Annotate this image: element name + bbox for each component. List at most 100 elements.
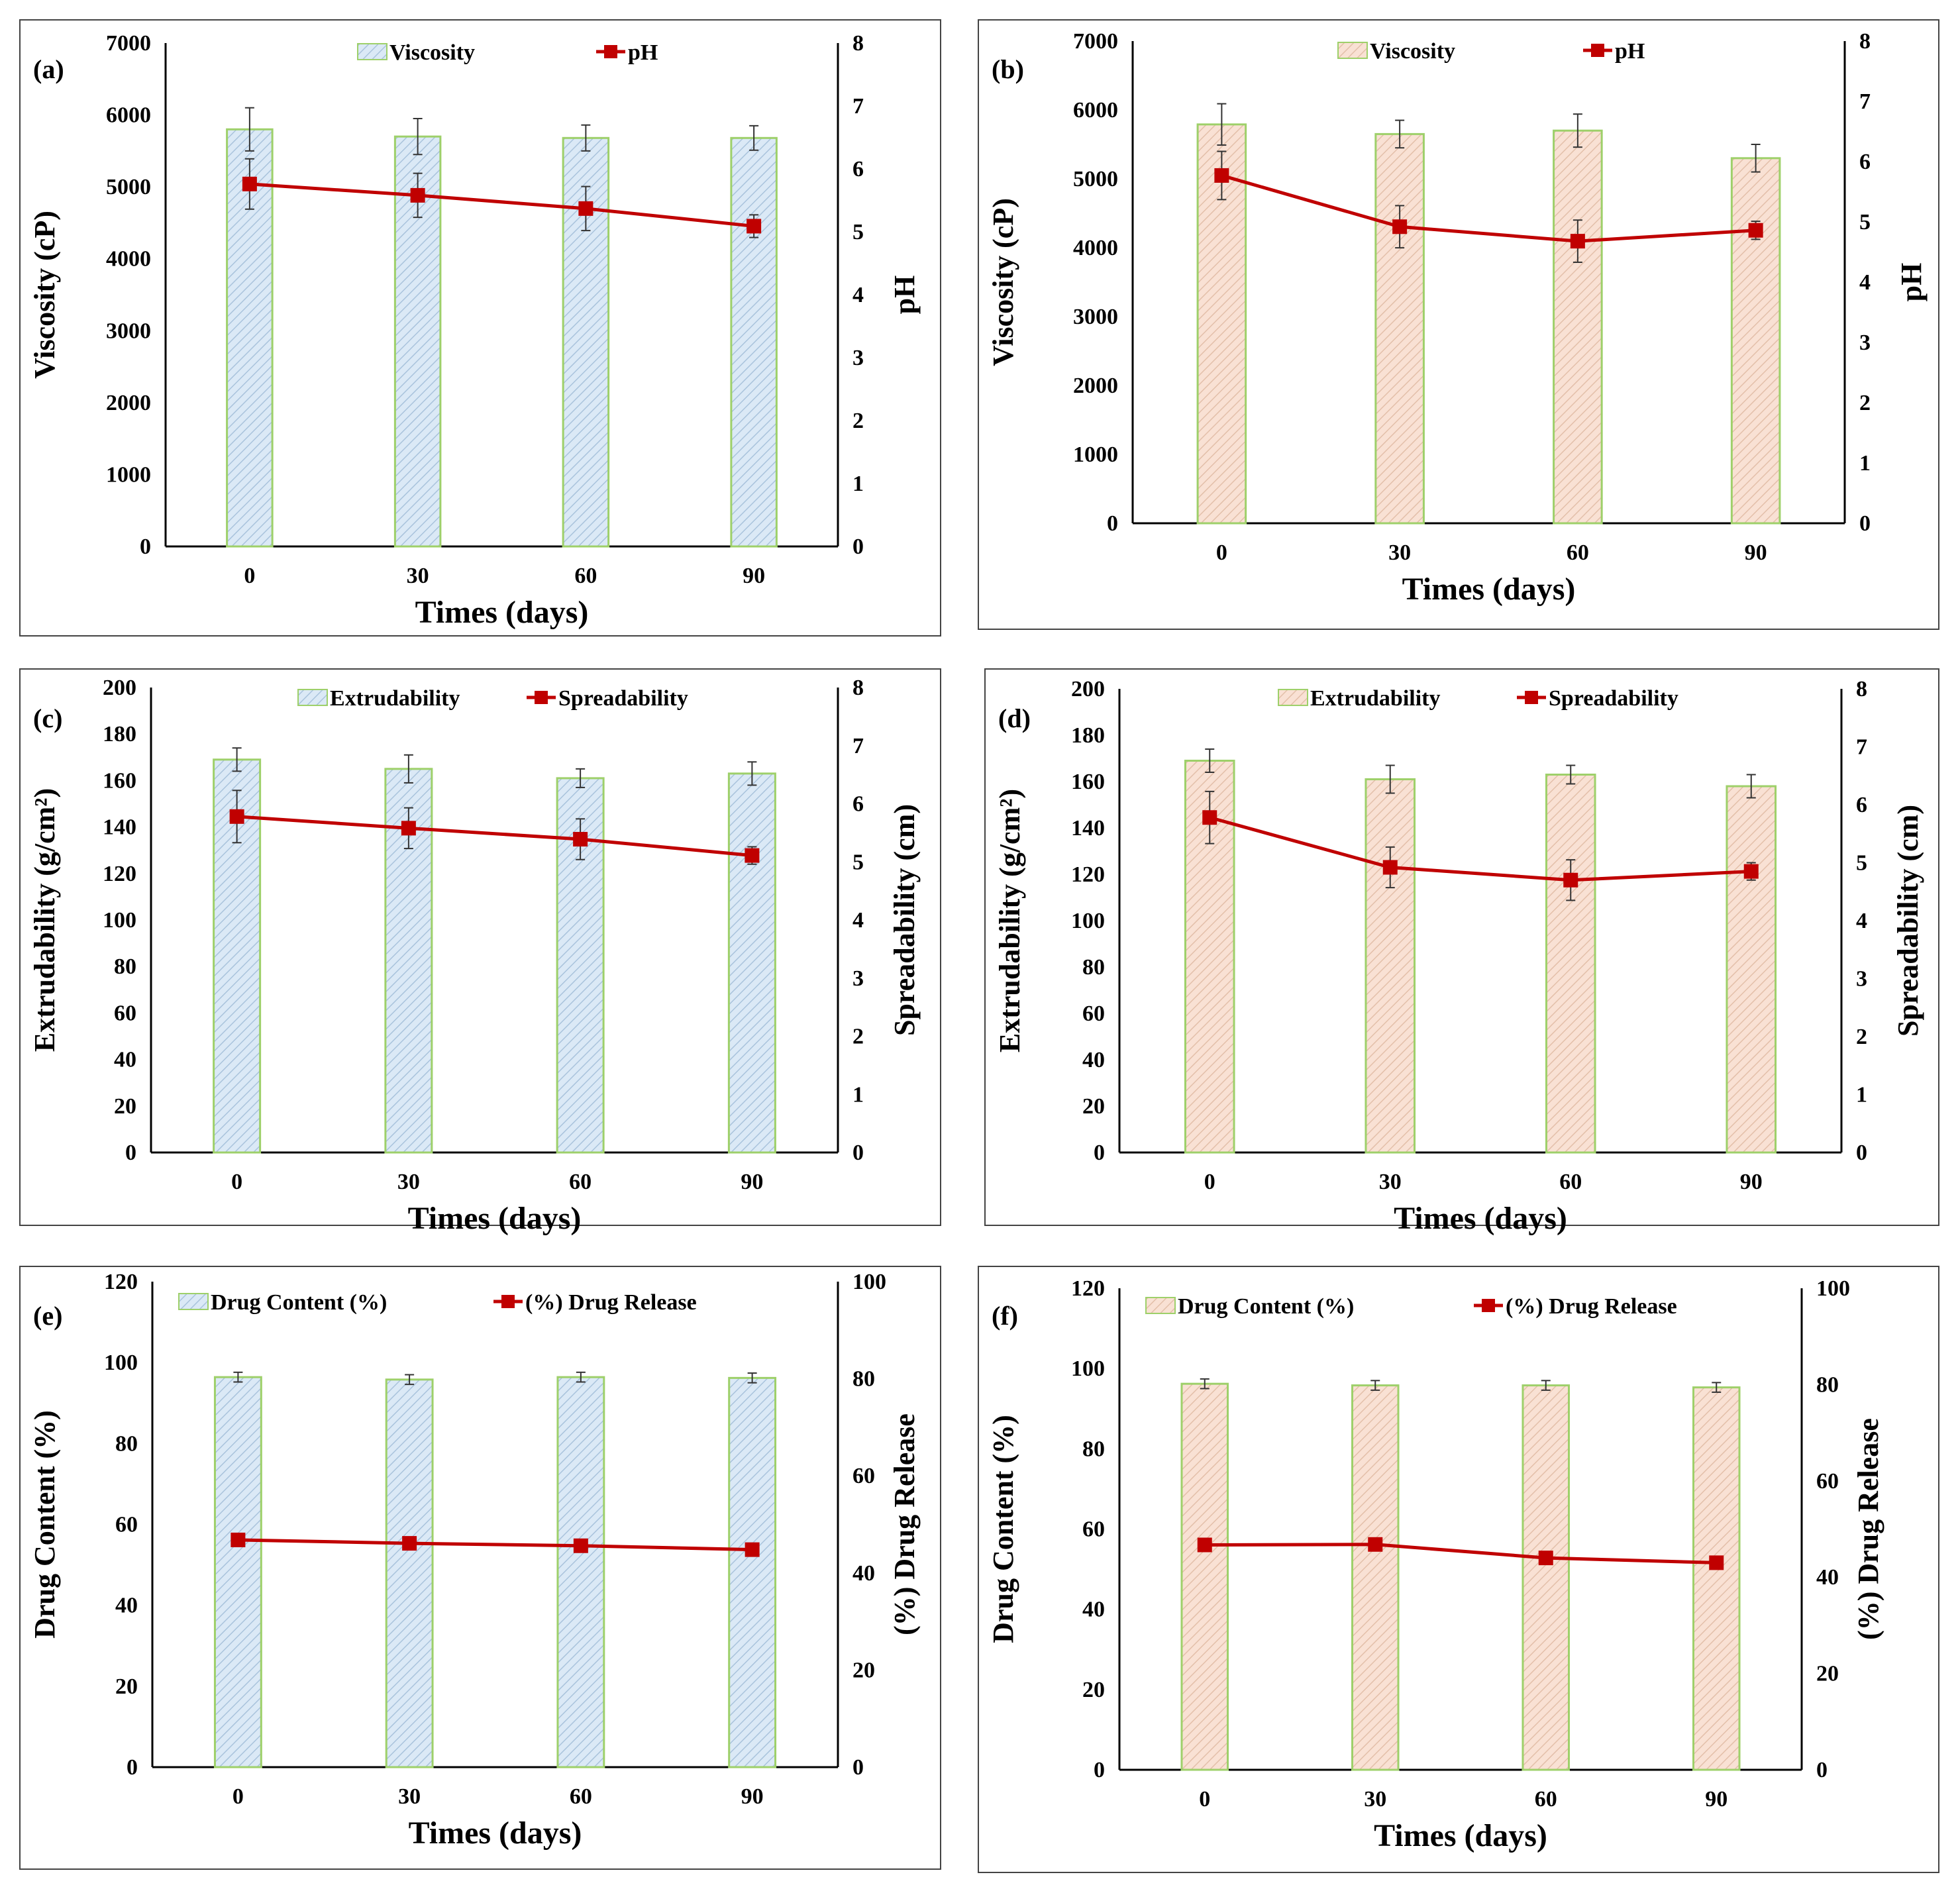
bar <box>1180 1382 1229 1771</box>
x-tick-label: 0 <box>1216 540 1227 565</box>
x-tick-label: 90 <box>741 1784 764 1809</box>
y-tick-label: 120 <box>1071 1276 1105 1301</box>
legend-line-marker <box>1525 691 1538 704</box>
y-tick-label: 2000 <box>1073 374 1118 398</box>
line-point <box>1748 223 1763 238</box>
line-point <box>242 176 257 191</box>
y-tick-label: 120 <box>1071 862 1105 887</box>
y2-tick-label: 8 <box>1859 29 1871 54</box>
y-tick-label: 140 <box>1071 816 1105 841</box>
y-tick-label: 60 <box>1082 1001 1105 1026</box>
y2-tick-label: 6 <box>1856 793 1867 817</box>
y-tick-label: 100 <box>1071 1356 1105 1381</box>
y-tick-label: 20 <box>1082 1678 1105 1702</box>
y-tick-label: 7000 <box>1073 29 1118 54</box>
panel-letter: (e) <box>33 1301 62 1331</box>
line-series <box>236 815 752 858</box>
x-axis-label: Times (days) <box>409 1815 582 1851</box>
x-tick-label: 60 <box>1559 1170 1582 1194</box>
y2-tick-label: 6 <box>852 792 864 817</box>
legend-bar-swatch <box>1337 42 1368 59</box>
legend-line-label: (%) Drug Release <box>525 1290 697 1315</box>
line-point <box>231 1532 246 1547</box>
legend-bar-swatch <box>178 1293 209 1310</box>
y2-tick-label: 7 <box>1859 89 1871 114</box>
y-tick-label: 20 <box>1082 1094 1105 1119</box>
y-tick-label: 120 <box>104 1270 138 1294</box>
y-tick-label: 100 <box>1071 909 1105 933</box>
y2-tick-label: 4 <box>1856 909 1867 933</box>
y-tick-label: 60 <box>1082 1517 1105 1542</box>
y-tick-label: 40 <box>1082 1048 1105 1072</box>
y2-tick-label: 5 <box>1856 851 1867 876</box>
line-point <box>1570 234 1585 249</box>
bar <box>1522 1384 1571 1771</box>
y2-tick-label: 100 <box>1816 1276 1850 1301</box>
y2-tick-label: 1 <box>852 472 864 496</box>
y-tick-label: 40 <box>1082 1598 1105 1622</box>
line-series <box>1209 815 1751 882</box>
y2-tick-label: 3 <box>852 966 864 991</box>
y2-tick-label: 1 <box>1859 451 1871 476</box>
y2-tick-label: 7 <box>1856 735 1867 760</box>
y2-tick-label: 80 <box>1816 1372 1839 1397</box>
y2-tick-label: 0 <box>852 1141 864 1165</box>
line-point <box>573 832 588 847</box>
y2-tick-label: 0 <box>1856 1141 1867 1165</box>
line-point <box>747 219 762 234</box>
x-tick-label: 30 <box>397 1170 420 1194</box>
chart-panel-a: 0 1000 2000 3000 4000 5000 6000 7000 0 1 2 3 4 5 6 7 8 0 3… <box>19 19 941 637</box>
line-point <box>229 809 244 824</box>
panel-frame <box>978 1266 1939 1873</box>
y-tick-label: 0 <box>1107 511 1118 536</box>
line-point <box>1563 872 1578 888</box>
legend-line-label: pH <box>1615 39 1645 64</box>
line-series <box>238 1538 752 1552</box>
y-tick-label: 6000 <box>106 103 151 128</box>
y-tick-label: 60 <box>115 1513 138 1537</box>
legend-line-marker <box>501 1295 515 1308</box>
y2-tick-label: 40 <box>1816 1565 1839 1590</box>
legend-bar-label: Extrudability <box>330 686 460 711</box>
y-tick-label: 180 <box>103 722 136 746</box>
y2-tick-label: 8 <box>1856 677 1867 701</box>
y-tick-label: 140 <box>103 815 136 840</box>
bar <box>1692 1386 1741 1771</box>
y-tick-label: 4000 <box>1073 236 1118 260</box>
bar <box>728 1376 777 1768</box>
y2-axis-label: (%) Drug Release <box>1852 1418 1884 1640</box>
y2-tick-label: 6 <box>1859 150 1871 174</box>
y-tick-label: 0 <box>1094 1141 1105 1165</box>
line-point <box>402 1536 417 1551</box>
bar <box>556 1376 605 1768</box>
legend-bar-label: Viscosity <box>1370 39 1455 64</box>
panel-letter: (b) <box>992 54 1024 84</box>
bar <box>213 1376 262 1768</box>
y-tick-label: 40 <box>115 1594 138 1618</box>
y-tick-label: 1000 <box>106 462 151 487</box>
bar <box>1351 1384 1400 1771</box>
y2-tick-label: 40 <box>852 1561 875 1586</box>
y-tick-label: 4000 <box>106 247 151 272</box>
x-tick-label: 0 <box>231 1170 242 1194</box>
y2-tick-label: 80 <box>852 1367 875 1392</box>
y-axis-label: Extrudability (g/cm²) <box>994 789 1026 1052</box>
y2-tick-label: 20 <box>1816 1662 1839 1686</box>
line-point <box>1392 219 1408 234</box>
bar <box>730 136 778 548</box>
line-point <box>573 1538 588 1553</box>
chart-panel-f: 0 20 40 60 80 100 120 0 20 40 60 80 100 0 30 60 90 Drug C… <box>978 1266 1939 1873</box>
y2-axis-label: Spreadability (cm) <box>1892 805 1924 1037</box>
legend-line-marker <box>535 691 548 704</box>
y2-tick-label: 2 <box>852 1025 864 1049</box>
line-point <box>745 848 760 863</box>
x-tick-label: 30 <box>1364 1787 1386 1812</box>
legend-line-marker <box>604 45 617 58</box>
y-tick-label: 100 <box>103 908 136 933</box>
y-tick-label: 80 <box>115 1431 138 1456</box>
y-tick-label: 160 <box>103 768 136 793</box>
x-tick-label: 90 <box>1740 1170 1763 1194</box>
y-tick-label: 2000 <box>106 391 151 415</box>
y2-tick-label: 4 <box>1859 270 1871 295</box>
bar <box>727 772 776 1154</box>
